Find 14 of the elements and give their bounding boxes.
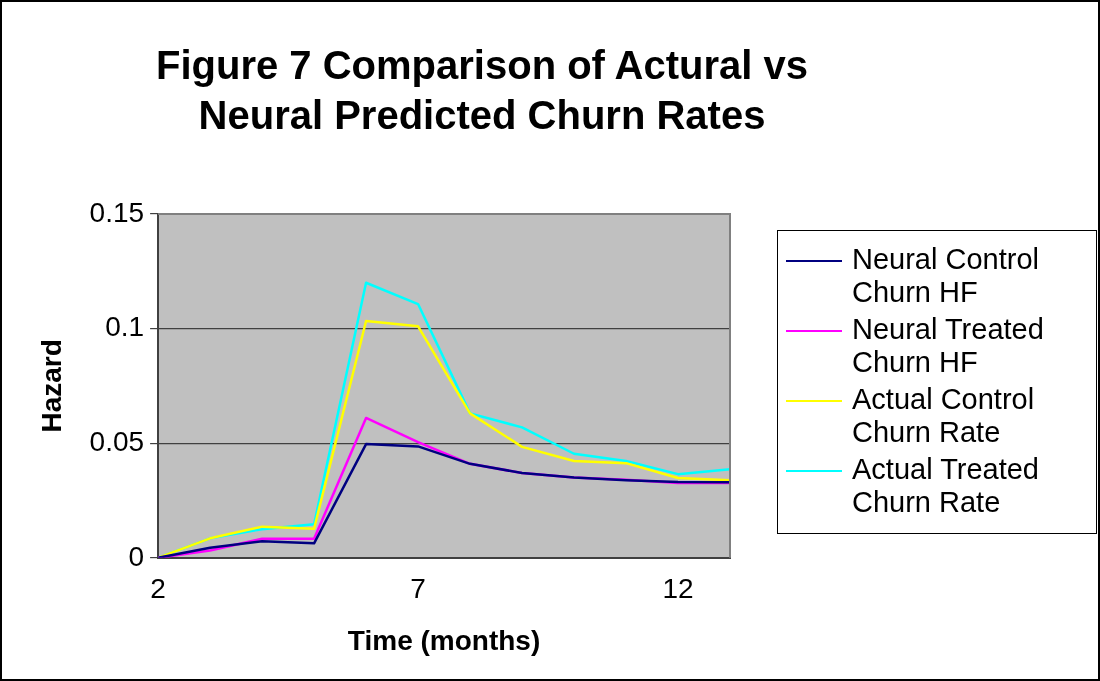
chart-title: Figure 7 Comparison of Actural vs Neural Predicted Churn Rates: [155, 42, 809, 139]
legend-label: Actual Treated Churn Rate: [852, 453, 1040, 519]
x-tick-label: 2: [150, 573, 166, 605]
y-axis-title: Hazard: [35, 339, 67, 433]
legend-label: Neural Treated Churn HF: [852, 313, 1045, 379]
y-tick-label: 0.05: [89, 425, 145, 457]
x-tick-label: 12: [662, 573, 694, 605]
y-tick-label: 0.15: [89, 196, 145, 228]
x-axis-title: Time (months): [347, 624, 541, 656]
legend-label: Neural Control Churn HF: [852, 243, 1040, 309]
y-tick-label: 0: [128, 540, 145, 572]
x-tick-label: 7: [410, 573, 426, 605]
y-tick-label: 0.1: [105, 311, 145, 343]
legend-label: Actual Control Churn Rate: [852, 383, 1036, 449]
